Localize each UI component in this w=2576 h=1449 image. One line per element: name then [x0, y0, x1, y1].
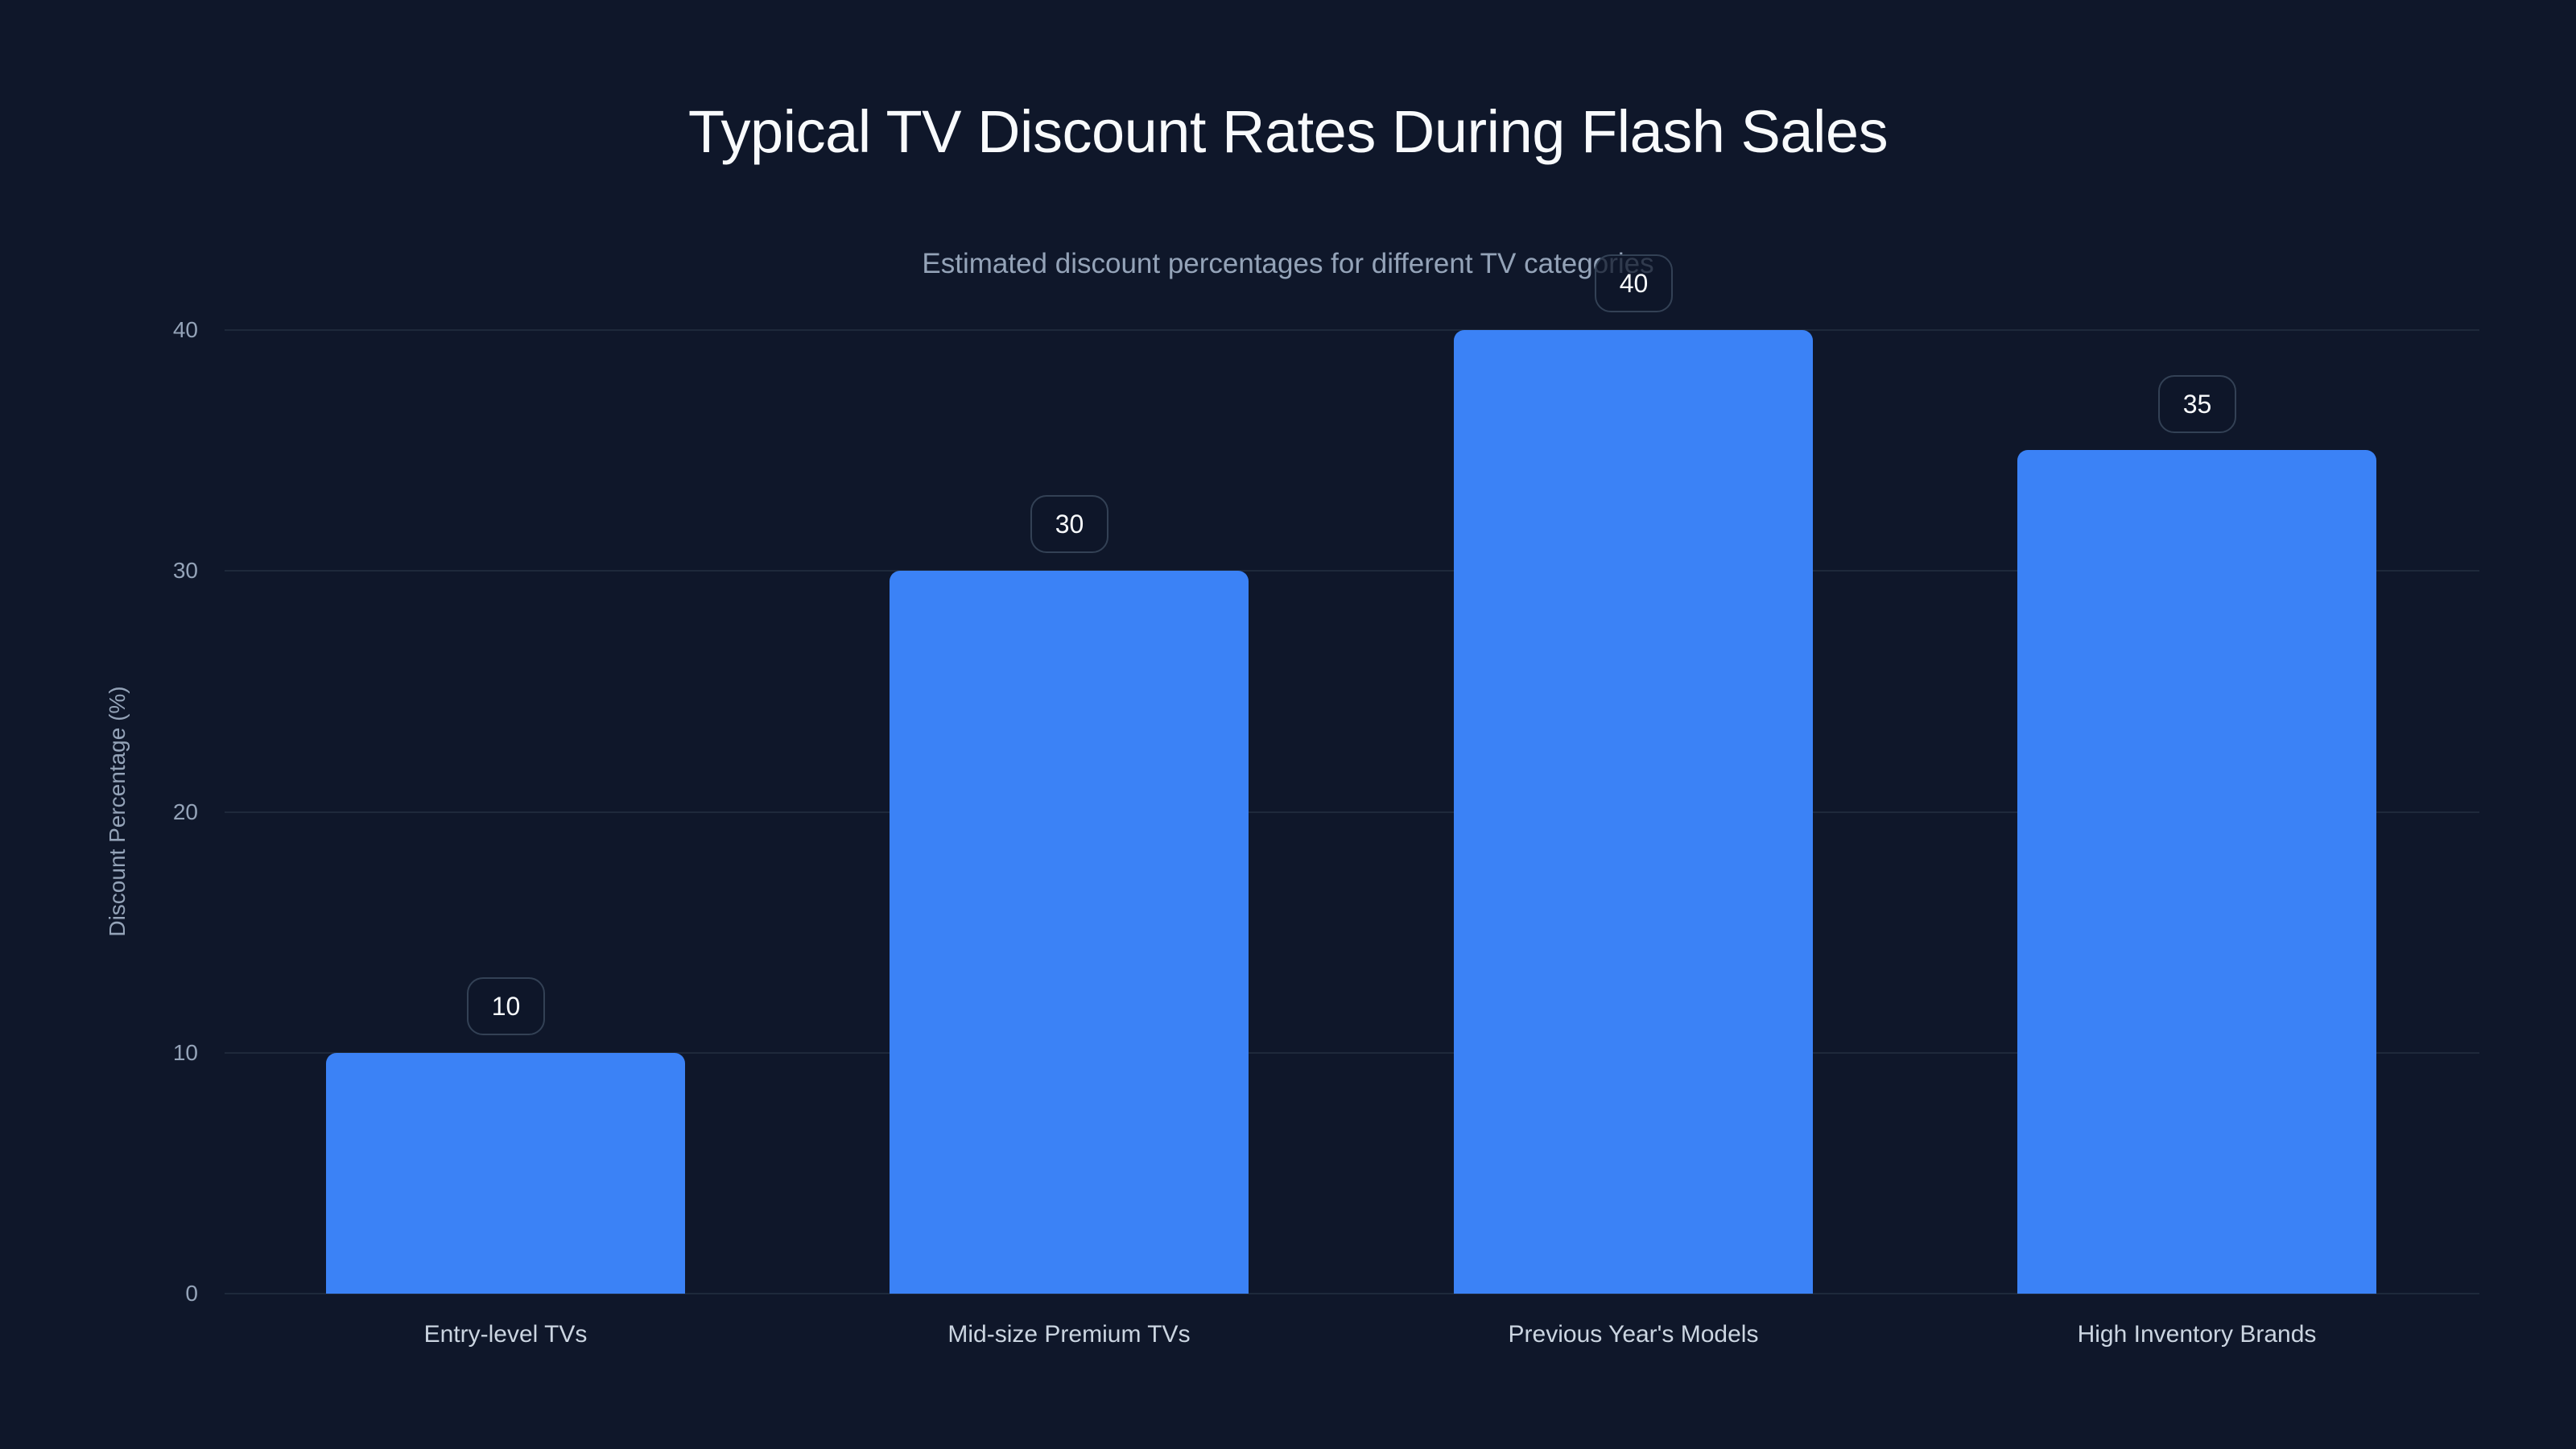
x-tick-label: Previous Year's Models [1508, 1321, 1759, 1348]
chart-subtitle: Estimated discount percentages for diffe… [922, 248, 1654, 279]
value-label: 35 [2158, 375, 2236, 433]
y-tick-label: 0 [185, 1281, 198, 1306]
gridline-40 [225, 329, 2479, 331]
y-tick-label: 10 [172, 1040, 198, 1065]
x-tick-label: High Inventory Brands [2077, 1321, 2317, 1348]
gridline-10 [225, 1052, 2479, 1054]
plot-area: 40 30 20 10 0 10 30 40 35 Entry-level TV… [173, 254, 2479, 1348]
chart-title: Typical TV Discount Rates During Flash S… [687, 98, 1889, 165]
gridline-30 [225, 570, 2479, 572]
value-label: 40 [1595, 254, 1673, 312]
bar-previous-years-models[interactable] [1454, 330, 1813, 1294]
y-tick-label: 20 [172, 799, 198, 824]
value-label: 10 [467, 977, 545, 1035]
bar-mid-size-premium-tvs[interactable] [890, 571, 1249, 1294]
gridline-0 [225, 1293, 2479, 1294]
x-tick-label: Mid-size Premium TVs [947, 1321, 1191, 1348]
x-tick-label: Entry-level TVs [423, 1321, 588, 1348]
y-tick-label: 40 [172, 317, 198, 342]
y-tick-label: 30 [172, 558, 198, 583]
bar-entry-level-tvs[interactable] [326, 1053, 685, 1294]
bar-high-inventory-brands[interactable] [2017, 450, 2376, 1294]
value-label: 30 [1030, 495, 1108, 553]
gridline-20 [225, 811, 2479, 813]
